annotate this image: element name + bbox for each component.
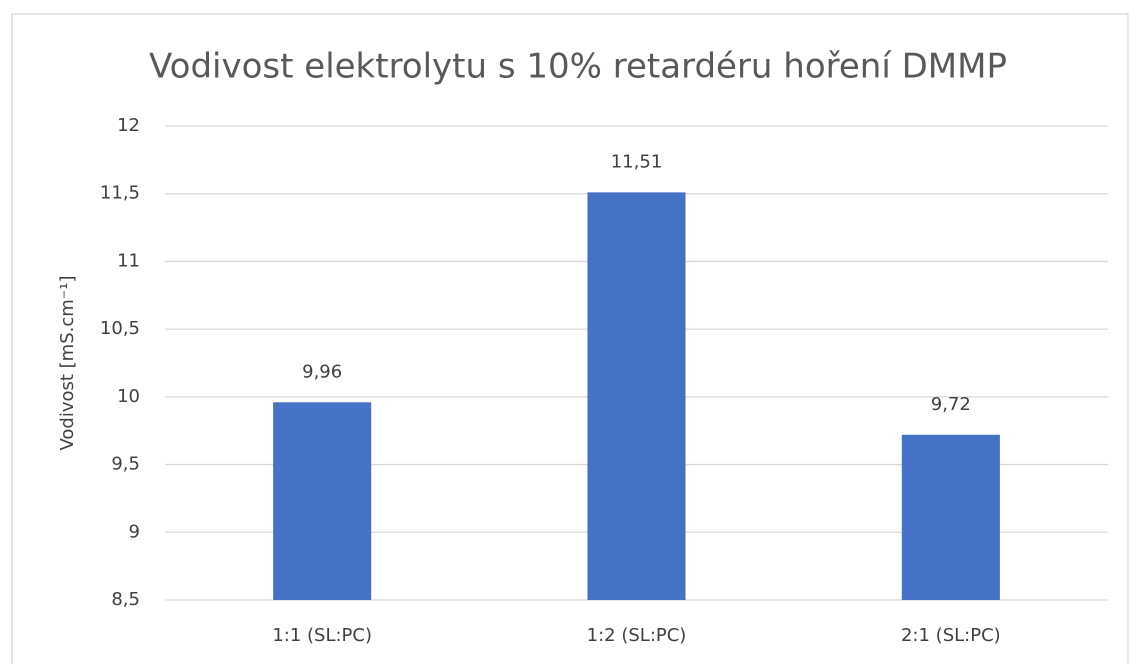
chart-title: Vodivost elektrolytu s 10% retardéru hoř… — [149, 47, 1007, 87]
y-tick-label: 8,5 — [111, 589, 140, 610]
bar — [587, 192, 686, 601]
x-tick-label: 1:1 (SL:PC) — [272, 625, 372, 646]
y-tick-label: 10 — [117, 386, 140, 407]
bar — [273, 402, 372, 600]
bar — [901, 434, 1000, 600]
data-label: 11,51 — [611, 151, 663, 172]
x-tick-label: 1:2 (SL:PC) — [587, 625, 687, 646]
y-axis-label: Vodivost [mS.cm⁻¹] — [57, 275, 78, 450]
y-tick-label: 10,5 — [100, 318, 140, 339]
y-tick-label: 11 — [117, 250, 140, 271]
data-label: 9,96 — [302, 361, 342, 382]
y-tick-label: 12 — [117, 115, 140, 136]
x-tick-label: 2:1 (SL:PC) — [901, 625, 1001, 646]
data-label: 9,72 — [931, 394, 971, 415]
y-tick-label: 9 — [129, 521, 140, 542]
y-tick-label: 11,5 — [100, 183, 140, 204]
y-tick-label: 9,5 — [111, 454, 140, 475]
